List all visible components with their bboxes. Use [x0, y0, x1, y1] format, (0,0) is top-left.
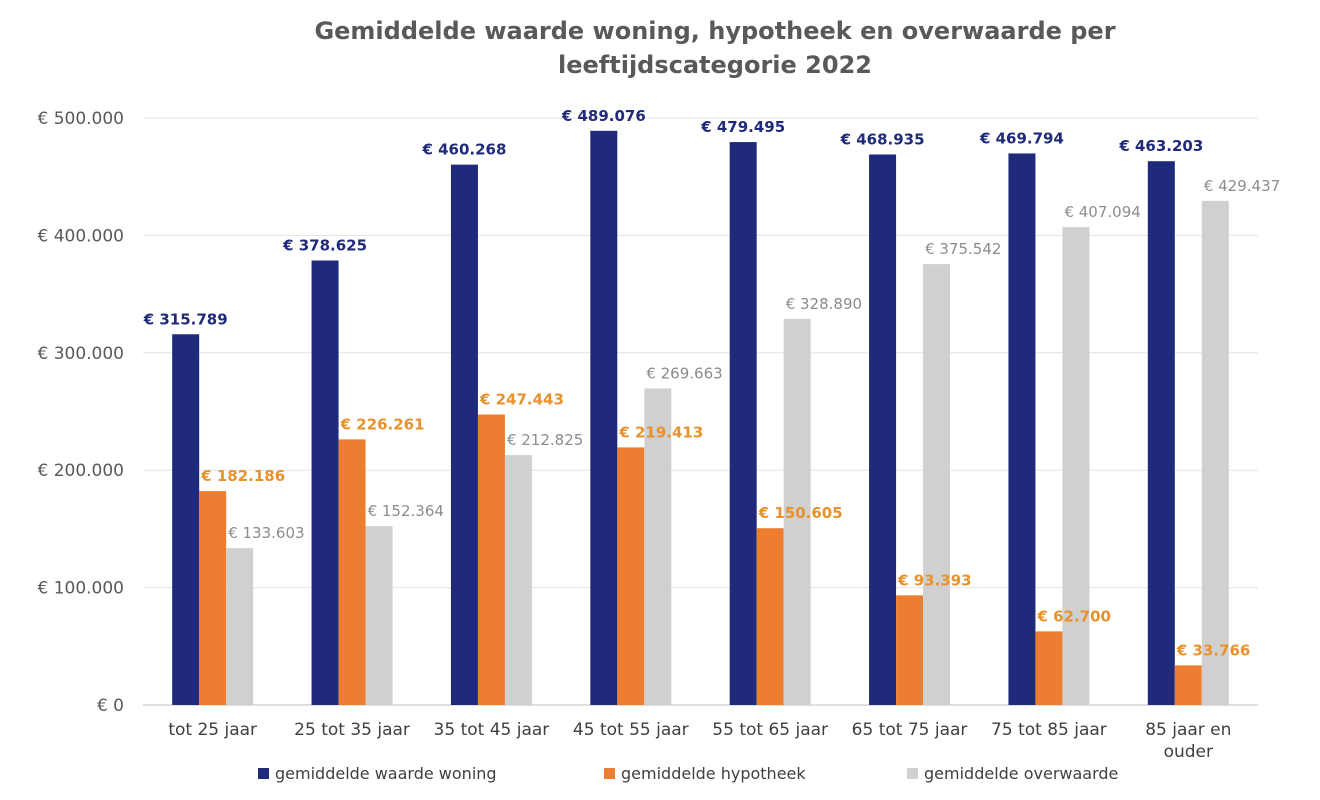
data-label: € 429.437	[1204, 177, 1280, 195]
bar	[1008, 153, 1036, 705]
x-tick-label: 25 tot 35 jaar	[294, 720, 410, 740]
y-tick-label: € 200.000	[37, 461, 124, 481]
legend-swatch	[604, 768, 615, 779]
x-tick-label: ouder	[1164, 742, 1213, 762]
data-label: € 489.076	[561, 107, 646, 125]
data-label: € 269.663	[646, 364, 722, 382]
bar	[199, 491, 227, 705]
data-label: € 226.261	[340, 415, 425, 433]
legend-label: gemiddelde waarde woning	[275, 764, 497, 783]
bar	[617, 447, 645, 705]
data-label: € 247.443	[479, 391, 564, 409]
bar	[896, 595, 924, 705]
y-tick-label: € 500.000	[37, 109, 124, 129]
legend-label: gemiddelde overwaarde	[924, 764, 1118, 783]
bar	[172, 334, 200, 705]
data-label: € 328.890	[786, 295, 862, 313]
data-label: € 93.393	[897, 571, 972, 589]
bar	[923, 264, 951, 705]
data-label: € 407.094	[1064, 203, 1140, 221]
chart-title-line-1: Gemiddelde waarde woning, hypotheek en o…	[314, 17, 1116, 45]
x-tick-label: 45 tot 55 jaar	[573, 720, 689, 740]
y-tick-label: € 400.000	[37, 226, 124, 246]
legend-label: gemiddelde hypotheek	[621, 764, 806, 783]
data-label: € 62.700	[1036, 607, 1111, 625]
data-label: € 315.789	[143, 310, 228, 328]
y-tick-label: € 300.000	[37, 344, 124, 364]
bar	[1174, 665, 1202, 705]
x-tick-label: 35 tot 45 jaar	[434, 720, 550, 740]
bar	[1062, 227, 1090, 705]
bar	[783, 318, 811, 705]
y-tick-label: € 100.000	[37, 579, 124, 599]
data-label: € 150.605	[758, 504, 843, 522]
data-label: € 219.413	[618, 423, 703, 441]
bar	[311, 260, 339, 705]
data-label: € 152.364	[368, 502, 444, 520]
data-label: € 469.794	[979, 129, 1064, 147]
x-tick-label: 75 tot 85 jaar	[991, 720, 1107, 740]
data-label: € 479.495	[700, 118, 785, 136]
bar	[1035, 631, 1063, 705]
data-label: € 468.935	[840, 130, 925, 148]
bar	[869, 154, 897, 705]
bar	[504, 455, 532, 705]
bar	[477, 414, 505, 705]
data-label: € 212.825	[507, 431, 583, 449]
bar	[756, 528, 784, 705]
x-tick-label: 55 tot 65 jaar	[712, 720, 828, 740]
y-tick-label: € 0	[97, 696, 124, 716]
legend-swatch	[258, 768, 269, 779]
data-label: € 33.766	[1176, 641, 1251, 659]
bar	[644, 388, 672, 705]
bar	[729, 142, 757, 705]
legend-swatch	[907, 768, 918, 779]
bar	[1147, 161, 1175, 705]
x-tick-label: 85 jaar en	[1145, 720, 1231, 740]
data-label: € 133.603	[228, 524, 304, 542]
data-label: € 182.186	[200, 467, 285, 485]
data-label: € 460.268	[421, 141, 506, 159]
data-label: € 463.203	[1118, 137, 1203, 155]
data-label: € 375.542	[925, 240, 1001, 258]
bar	[1201, 200, 1229, 706]
bar	[226, 548, 254, 705]
bar	[365, 526, 393, 705]
bar	[338, 439, 366, 705]
chart-title-line-2: leeftijdscategorie 2022	[558, 51, 872, 79]
bar	[590, 130, 618, 706]
chart-title: Gemiddelde waarde woning, hypotheek en o…	[0, 14, 1320, 82]
x-tick-label: tot 25 jaar	[168, 720, 257, 740]
data-label: € 378.625	[282, 236, 367, 254]
bar	[450, 164, 478, 705]
x-tick-label: 65 tot 75 jaar	[852, 720, 968, 740]
